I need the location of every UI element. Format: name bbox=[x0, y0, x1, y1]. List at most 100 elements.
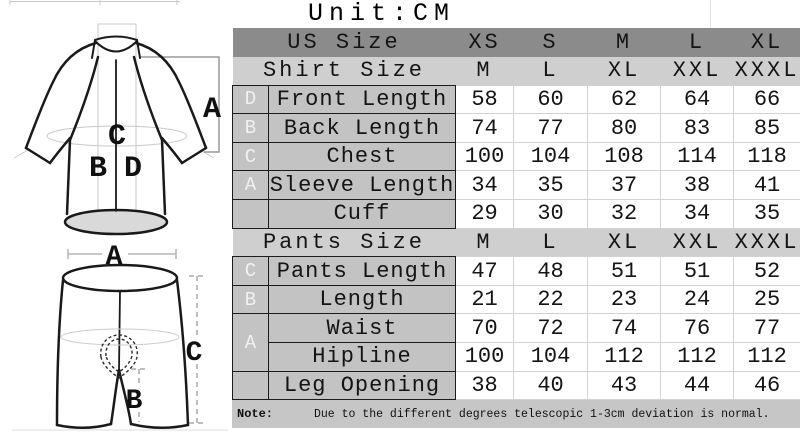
pants-size-value: XXXL bbox=[733, 228, 800, 257]
cell-value: 38 bbox=[660, 170, 735, 201]
row-letter bbox=[232, 370, 269, 401]
shorts-label-waist: A bbox=[106, 242, 123, 273]
cell-value: 52 bbox=[733, 256, 800, 286]
row-label: Sleeve Length bbox=[267, 170, 457, 201]
table-row-pants-length: C Pants Length 47 48 51 51 52 bbox=[232, 256, 800, 286]
size-table: US Size XS S M L XL Shirt Size M L XL XX… bbox=[232, 28, 800, 401]
shorts-label-pants-length: C bbox=[186, 338, 203, 369]
cell-value: 21 bbox=[455, 284, 515, 315]
cell-value: 64 bbox=[660, 84, 735, 115]
jersey-label-sleeve: A bbox=[203, 93, 221, 127]
shorts-label-length: B bbox=[126, 386, 143, 417]
row-letter: D bbox=[232, 84, 269, 115]
cell-value: 77 bbox=[513, 113, 589, 143]
cell-value: 74 bbox=[455, 113, 515, 143]
cell-value: 35 bbox=[513, 170, 589, 201]
cell-value: 114 bbox=[660, 141, 735, 172]
jersey-outline bbox=[24, 35, 208, 216]
row-label: Length bbox=[267, 284, 457, 315]
cell-value: 112 bbox=[587, 342, 662, 372]
cell-value: 47 bbox=[455, 256, 515, 286]
table-row-hipline: Hipline 100 104 112 112 112 bbox=[233, 342, 800, 372]
cell-value: 35 bbox=[733, 199, 800, 229]
jersey-label-chest: C bbox=[108, 120, 126, 154]
cell-value: 77 bbox=[733, 313, 800, 344]
cell-value: 108 bbox=[587, 141, 662, 172]
shorts-length-measure-lines bbox=[131, 275, 205, 424]
cell-value: 29 bbox=[455, 199, 515, 229]
jersey-sleeve-measure-bracket bbox=[141, 56, 220, 153]
cell-value: 62 bbox=[587, 84, 662, 115]
shirt-size-value: L bbox=[513, 56, 588, 86]
row-letter: A bbox=[232, 313, 269, 372]
cell-value: 51 bbox=[587, 256, 662, 286]
row-label: Waist bbox=[267, 313, 457, 344]
garment-diagrams: A C B D bbox=[0, 0, 232, 434]
row-letter: A bbox=[232, 170, 269, 201]
cell-value: 80 bbox=[587, 113, 662, 143]
pants-size-value: XXL bbox=[660, 228, 734, 257]
table-row-cuff: Cuff 29 30 32 34 35 bbox=[232, 199, 800, 229]
shirt-size-value: M bbox=[455, 56, 514, 86]
cell-value: 34 bbox=[660, 199, 735, 229]
row-letter bbox=[232, 199, 269, 229]
jersey-guide-lines bbox=[9, 0, 215, 212]
cell-value: 118 bbox=[733, 141, 800, 172]
cell-value: 76 bbox=[660, 313, 735, 344]
cell-value: 43 bbox=[587, 370, 662, 401]
note-text: Due to the different degrees telescopic … bbox=[314, 407, 770, 421]
cell-value: 100 bbox=[455, 141, 515, 172]
cell-value: 41 bbox=[733, 170, 800, 201]
row-label: Hipline bbox=[267, 342, 457, 372]
shorts-diagram: A C B bbox=[12, 242, 228, 431]
row-label: Leg Opening bbox=[267, 370, 457, 401]
shorts-outline bbox=[55, 278, 190, 429]
us-size-value: M bbox=[587, 28, 661, 57]
cell-value: 23 bbox=[587, 284, 662, 315]
cell-value: 60 bbox=[513, 84, 589, 115]
cell-value: 83 bbox=[660, 113, 735, 143]
shirt-size-value: XXL bbox=[660, 56, 734, 86]
cell-value: 46 bbox=[733, 370, 800, 401]
row-letter: B bbox=[232, 284, 269, 315]
cell-value: 30 bbox=[513, 199, 589, 229]
shirt-size-value: XXXL bbox=[733, 56, 800, 86]
row-label: Cuff bbox=[267, 199, 457, 229]
us-size-value: L bbox=[660, 28, 734, 57]
note-bar: Note: Due to the different degrees teles… bbox=[232, 400, 800, 429]
shirt-size-value: XL bbox=[587, 56, 661, 86]
table-row-back-length: B Back Length 74 77 80 83 85 bbox=[232, 113, 800, 143]
note-label: Note: bbox=[237, 407, 274, 422]
table-row-length: B Length 21 22 23 24 25 bbox=[232, 284, 800, 315]
us-size-value: XL bbox=[733, 28, 800, 57]
pants-size-value: M bbox=[455, 228, 514, 257]
row-label: Front Length bbox=[267, 84, 457, 115]
row-letter: C bbox=[232, 256, 269, 286]
cell-value: 74 bbox=[587, 313, 662, 344]
row-letter: B bbox=[232, 113, 269, 143]
table-row-leg-opening: Leg Opening 38 40 43 44 46 bbox=[232, 370, 800, 401]
cell-value: 22 bbox=[513, 284, 589, 315]
cell-value: 24 bbox=[660, 284, 735, 315]
cell-value: 104 bbox=[513, 141, 589, 172]
cell-value: 25 bbox=[733, 284, 800, 315]
pants-size-value: L bbox=[513, 228, 588, 257]
gridline bbox=[710, 0, 711, 28]
us-size-value: XS bbox=[455, 28, 514, 57]
cell-value: 34 bbox=[455, 170, 515, 201]
cell-value: 112 bbox=[660, 342, 735, 372]
us-size-value: S bbox=[513, 28, 588, 57]
size-chart-panel: Unit:CM US Size XS S M L XL Shirt Size M… bbox=[232, 0, 800, 429]
cell-value: 44 bbox=[660, 370, 735, 401]
jersey-diagram: A C B D bbox=[9, 0, 221, 236]
row-letter: C bbox=[232, 141, 269, 172]
shorts-waist-measure-line bbox=[67, 249, 177, 259]
table-row-chest: C Chest 100 104 108 114 118 bbox=[232, 141, 800, 172]
cell-value: 70 bbox=[455, 313, 515, 344]
row-label: Pants Length bbox=[267, 256, 457, 286]
pants-size-header: Pants Size bbox=[232, 228, 456, 257]
row-label: Back Length bbox=[267, 113, 457, 143]
shirt-size-row: Shirt Size M L XL XXL XXXL bbox=[232, 56, 800, 86]
cell-value: 40 bbox=[513, 370, 589, 401]
cell-value: 51 bbox=[660, 256, 735, 286]
